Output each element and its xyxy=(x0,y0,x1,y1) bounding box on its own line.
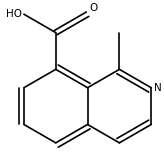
Text: HO: HO xyxy=(6,9,22,19)
Text: O: O xyxy=(89,3,97,13)
Text: N: N xyxy=(154,83,161,93)
